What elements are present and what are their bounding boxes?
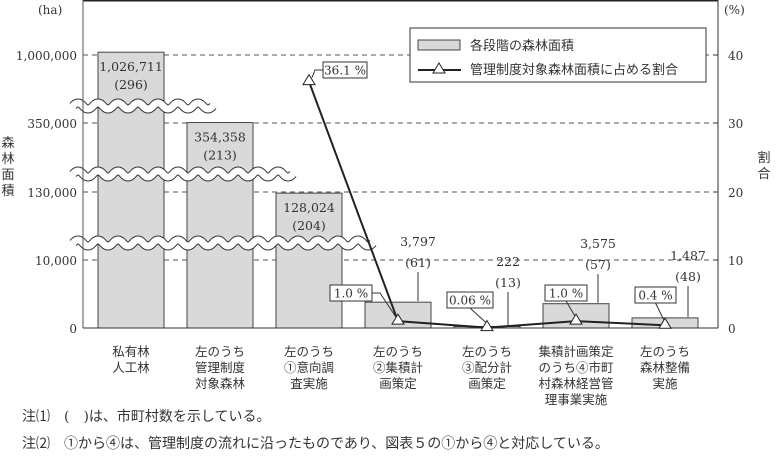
axes: 1,000,000 40 350,000 30 130,000 20 10,000 10 0 0 (… [1, 0, 771, 407]
axis-break-fill [70, 99, 216, 113]
ratio-label: 1.0 % [549, 287, 583, 301]
bars [97, 51, 699, 329]
bar-value-label: 3,797 [400, 234, 436, 249]
right-unit: (%) [724, 3, 745, 17]
right-tick-label: 10 [728, 254, 743, 268]
triangle-marker [569, 313, 583, 325]
bar-count-label: (213) [203, 148, 237, 163]
legend-triangle-icon [432, 62, 446, 74]
y2-axis-label-char: 合 [757, 167, 770, 182]
category-label: 左のうち [462, 344, 512, 359]
legend-bar-label: 各段階の森林面積 [470, 38, 574, 54]
ratio-label-box [544, 284, 588, 302]
ratio-label: 0.06 % [449, 294, 491, 308]
category-label: 左のうち [195, 344, 245, 359]
left-tick-label: 1,000,000 [16, 49, 77, 63]
bar [97, 51, 165, 329]
data-labels: 1,026,711 (296) 354,358 (213) 128,024 (204) 3,… [99, 59, 706, 326]
y-axis-label-char: 積 [1, 184, 14, 199]
y-axis-label-char: 林 [1, 152, 14, 167]
ratio-leader [372, 292, 397, 318]
bar-value-label: 354,358 [194, 130, 246, 145]
y2-axis-label-char: 割 [757, 150, 770, 166]
bar-value-label: 222 [496, 254, 520, 269]
bar-value-label: 3,575 [580, 236, 616, 251]
triangle-marker [480, 319, 494, 332]
axis-break-fill [70, 236, 376, 250]
category-label: ①意向調 [284, 360, 334, 375]
category-label: 画策定 [468, 376, 506, 391]
bar-value-label: 1,487 [670, 248, 706, 263]
category-label: 左のうち [284, 344, 334, 359]
ratio-label-box [329, 284, 373, 302]
legend-line-label: 管理制度対象森林面積に占める割合 [470, 62, 678, 78]
y-axis-label-char: 森 [1, 136, 14, 151]
ratio-leader [655, 302, 665, 321]
bar [275, 192, 343, 329]
category-label: 村森林経営管 [538, 376, 613, 391]
category-label: 左のうち [640, 344, 690, 359]
triangle-marker [391, 313, 405, 325]
category-label: 実施 [652, 376, 678, 391]
category-label: ③配分計 [462, 360, 512, 375]
left-tick-label: 350,000 [27, 117, 77, 131]
ratio-leader [311, 69, 323, 78]
category-label: 画策定 [379, 376, 417, 391]
bar-count-label: (296) [114, 77, 148, 92]
ratio-label: 1.0 % [334, 287, 368, 301]
category-label: 森林整備 [640, 360, 690, 375]
category-label: のうち④市町 [538, 360, 613, 375]
ratio-line [302, 73, 672, 332]
bar [186, 122, 254, 329]
legend-bar-swatch [417, 39, 461, 51]
ratio-label-box [322, 61, 368, 79]
note-1: 注⑴ ( )は、市町村数を示している。 [22, 409, 271, 425]
bar-count-label: (57) [585, 257, 611, 272]
left-tick-label: 130,000 [27, 186, 77, 200]
gridlines [83, 54, 718, 261]
category-label: 理事業実施 [545, 392, 608, 407]
ratio-label-box [634, 286, 677, 304]
left-tick-label: 10,000 [35, 254, 77, 268]
left-tick-label: 0 [69, 322, 77, 336]
right-tick-label: 40 [728, 49, 743, 63]
bar-count-label: (204) [292, 218, 326, 233]
axis-breaks [69, 98, 377, 251]
right-tick-label: 20 [728, 186, 743, 200]
y-axis-label-char: 面 [1, 168, 14, 183]
category-label: 左のうち [373, 344, 423, 359]
triangle-marker [658, 317, 672, 329]
bar-value-label: 1,026,711 [99, 59, 163, 74]
right-tick-label: 30 [728, 117, 743, 131]
bar-count-label: (61) [405, 255, 431, 270]
bar-count-label: (13) [495, 275, 521, 290]
category-label: 私有林 [112, 344, 150, 359]
ratio-label-box [446, 291, 494, 309]
bar-value-label: 128,024 [283, 200, 335, 215]
category-label: 対象森林 [195, 376, 246, 391]
ratio-label: 0.4 % [638, 289, 672, 303]
category-label: 管理制度 [195, 360, 246, 375]
ratio-leader [469, 307, 487, 323]
category-label: 集積計画策定 [538, 344, 613, 359]
category-label: 査実施 [290, 376, 328, 391]
category-label: 人工林 [112, 360, 150, 375]
ratio-label: 36.1 % [324, 64, 366, 78]
left-unit: (ha) [38, 3, 62, 17]
axis-break-fill [70, 167, 296, 181]
note-2: 注⑵ ①から④は、管理制度の流れに沿ったものであり、図表５の①から④と対応してい… [22, 436, 609, 452]
category-label: ②集積計 [373, 360, 423, 375]
triangle-marker [302, 73, 316, 86]
bar-count-label: (48) [675, 269, 701, 284]
legend-box [409, 27, 707, 83]
ratio-leader [565, 300, 576, 317]
right-tick-label: 0 [728, 322, 736, 336]
